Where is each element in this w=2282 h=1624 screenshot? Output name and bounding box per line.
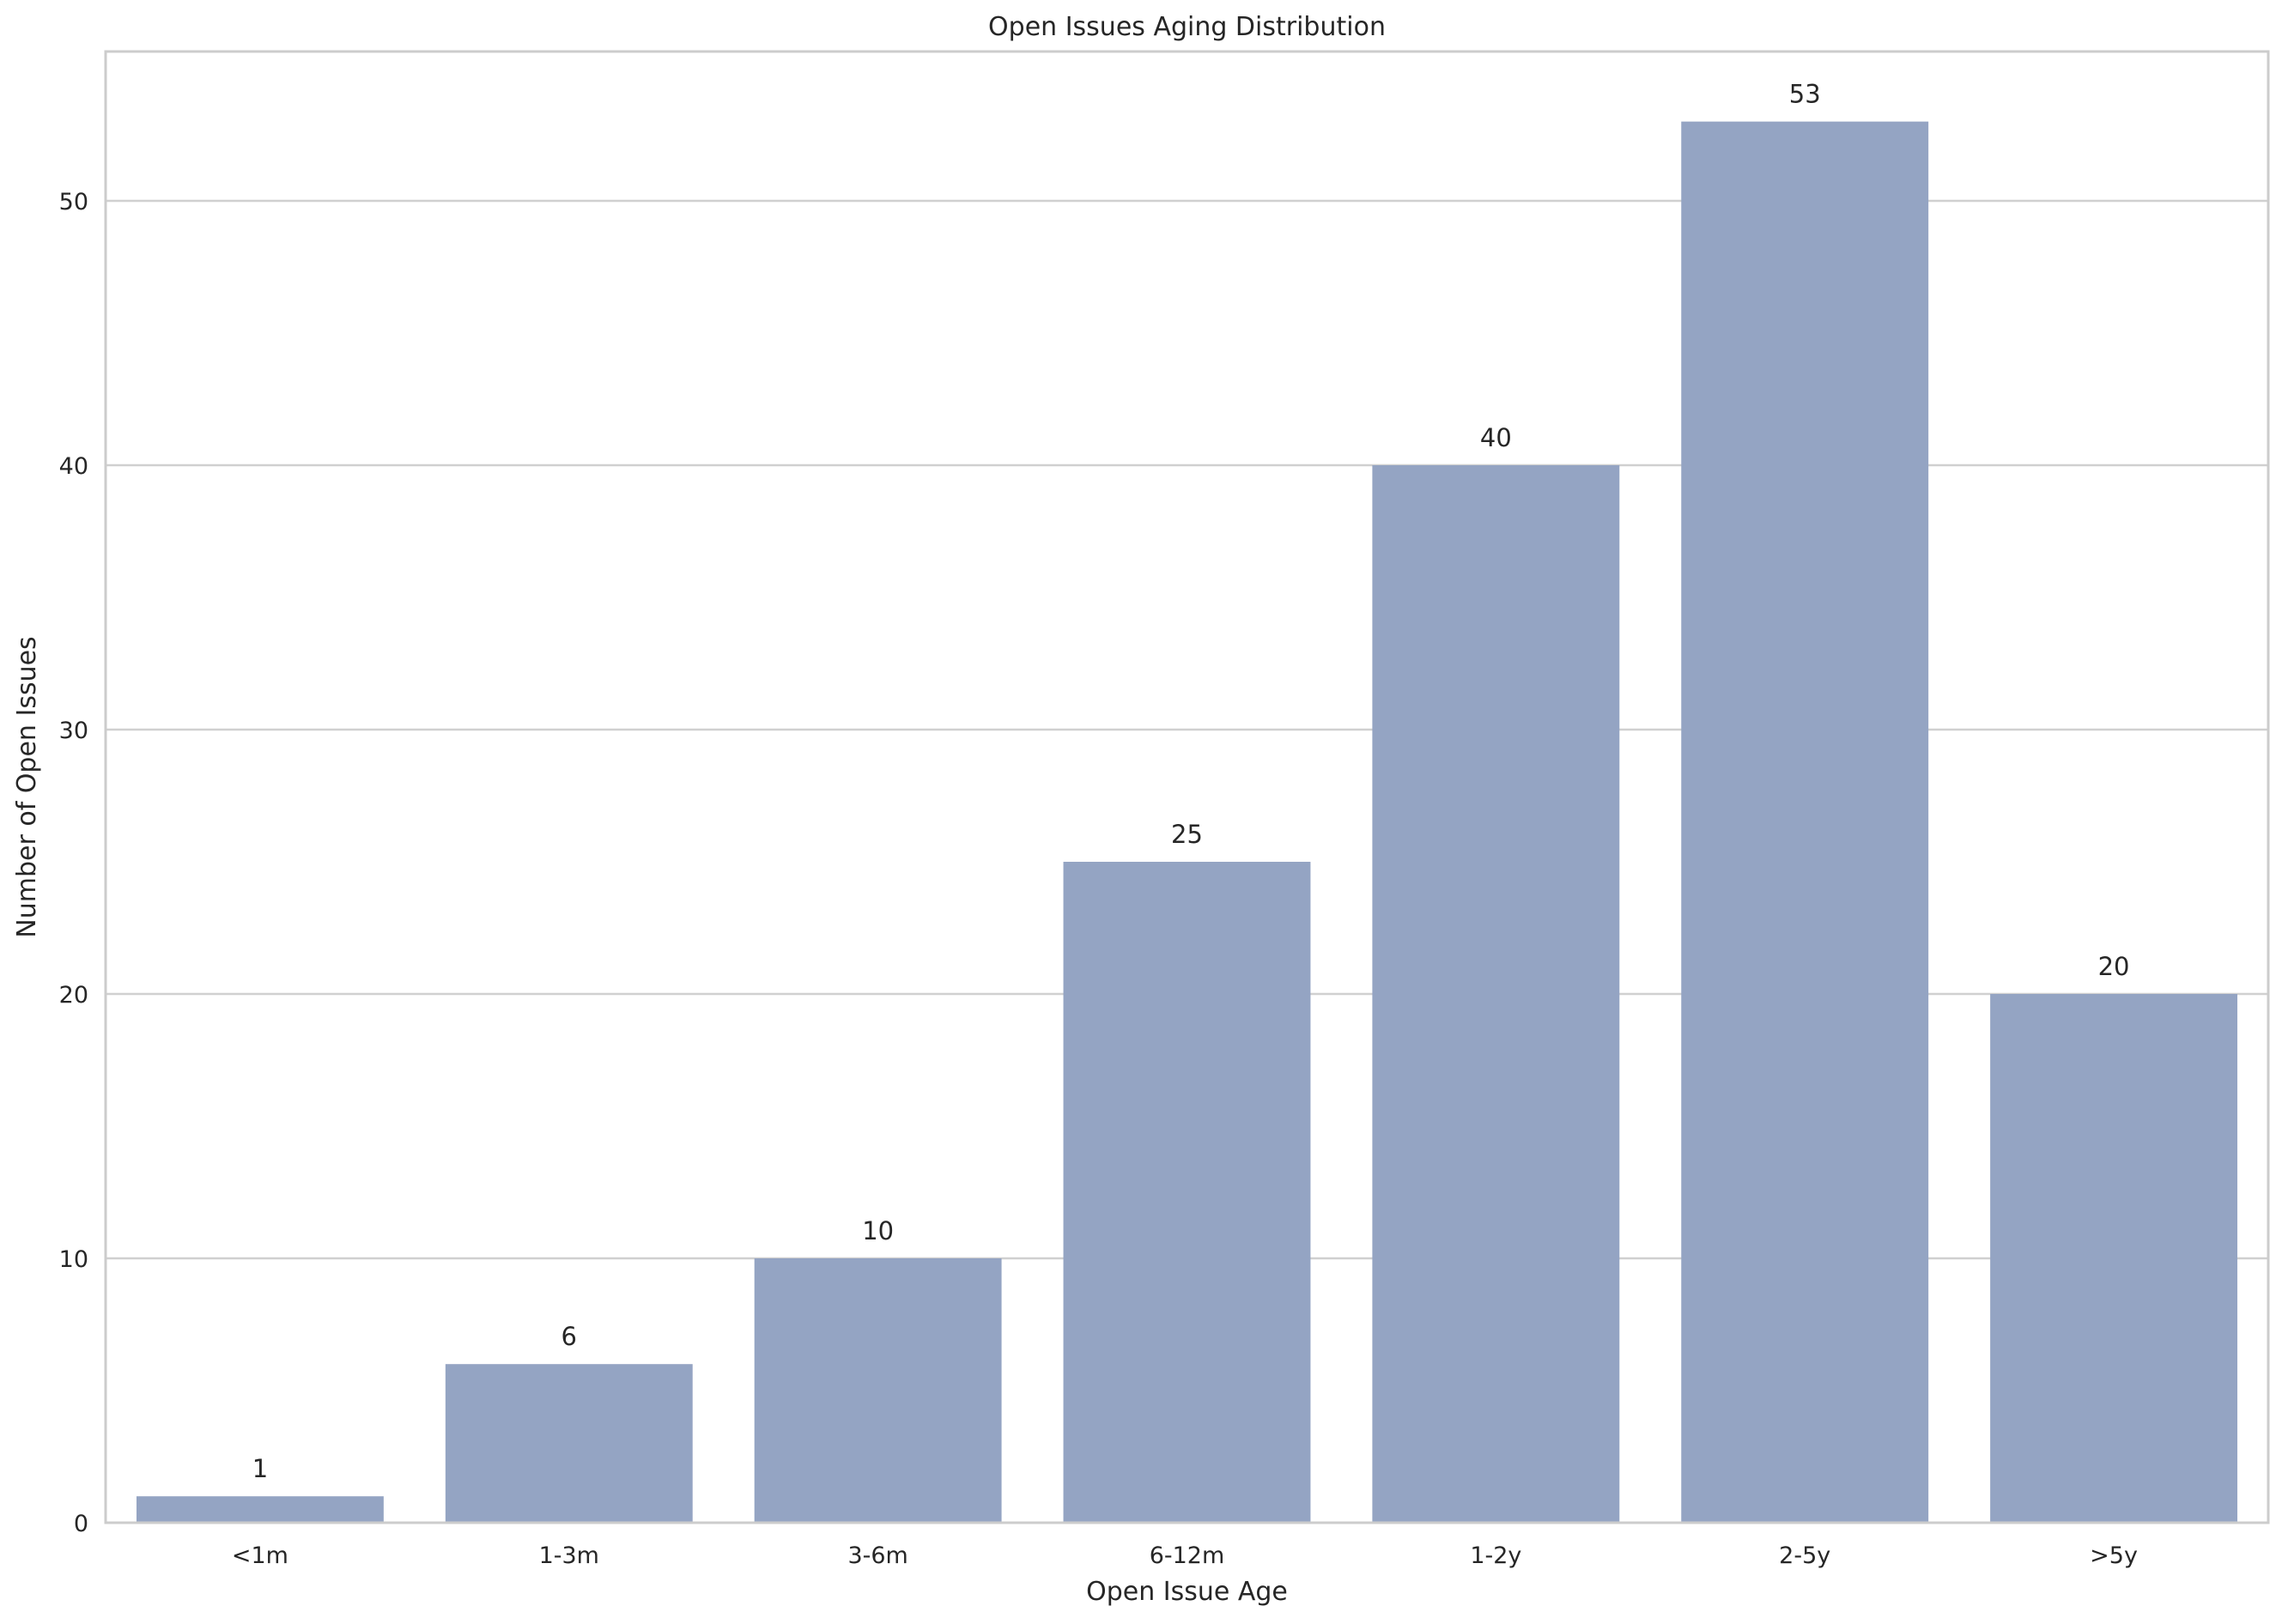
bar-value-label: 25 xyxy=(1171,820,1203,849)
bar xyxy=(1063,862,1311,1523)
bar xyxy=(754,1258,1002,1523)
bar-value-label: 10 xyxy=(862,1216,894,1245)
chart-title: Open Issues Aging Distribution xyxy=(988,12,1386,42)
x-tick-label: 1-2y xyxy=(1470,1542,1521,1569)
y-tick-label: 20 xyxy=(59,982,88,1009)
y-tick-label: 50 xyxy=(59,189,88,215)
x-tick-label: 1-3m xyxy=(539,1542,599,1569)
x-tick-label: <1m xyxy=(232,1542,288,1569)
x-tick-label: >5y xyxy=(2090,1542,2138,1569)
y-tick-label: 0 xyxy=(74,1511,88,1537)
x-tick-labels: <1m 1-3m 3-6m 6-12m 1-2y 2-5y >5y xyxy=(232,1542,2138,1569)
bar xyxy=(1681,121,1929,1524)
bar xyxy=(445,1364,693,1523)
bar-value-label: 53 xyxy=(1789,80,1821,109)
bar-value-label: 40 xyxy=(1480,423,1512,452)
y-tick-label: 10 xyxy=(59,1246,88,1273)
bar xyxy=(1372,465,1620,1523)
bars xyxy=(136,121,2238,1524)
x-tick-label: 6-12m xyxy=(1150,1542,1225,1569)
bar xyxy=(136,1496,384,1523)
bar-value-label: 6 xyxy=(561,1322,577,1351)
x-axis-label: Open Issue Age xyxy=(1086,1577,1288,1607)
bar-value-label: 1 xyxy=(252,1454,268,1483)
bar-value-labels: 1 6 10 25 40 53 20 xyxy=(252,80,2130,1484)
plot-frame xyxy=(104,50,2270,1524)
bar xyxy=(1990,994,2238,1523)
y-axis-label: Number of Open Issues xyxy=(12,636,42,937)
bar-value-label: 20 xyxy=(2098,952,2130,981)
y-tick-labels: 0 10 20 30 40 50 xyxy=(59,189,88,1537)
y-tick-label: 40 xyxy=(59,453,88,480)
y-tick-label: 30 xyxy=(59,718,88,744)
x-tick-label: 2-5y xyxy=(1779,1542,1830,1569)
x-tick-label: 3-6m xyxy=(847,1542,907,1569)
